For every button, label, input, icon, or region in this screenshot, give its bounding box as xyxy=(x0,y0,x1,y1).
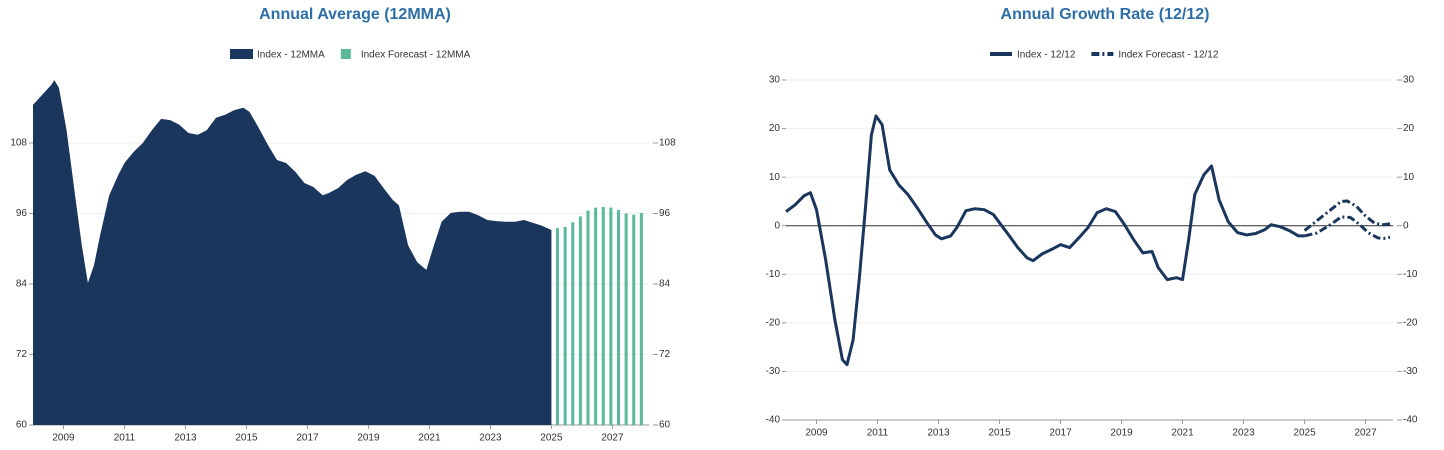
legend-swatch xyxy=(230,49,253,59)
bar xyxy=(632,214,636,425)
y2-tick-label: -10 xyxy=(1403,269,1418,280)
bar xyxy=(586,210,590,425)
y2-tick-label: 30 xyxy=(1403,75,1415,86)
y2-tick-label: 72 xyxy=(659,349,671,360)
legend-label: Index - 12MMA xyxy=(257,50,325,61)
x-tick-label: 2015 xyxy=(235,433,258,444)
y2-tick-label: 60 xyxy=(659,420,671,431)
x-tick-label: 2013 xyxy=(174,433,197,444)
bar xyxy=(617,209,621,425)
x-tick-label: 2027 xyxy=(601,433,624,444)
bar xyxy=(563,227,567,425)
x-tick-label: 2021 xyxy=(1171,428,1194,439)
legend-label: Index Forecast - 12/12 xyxy=(1118,50,1218,61)
y-tick-label: 30 xyxy=(769,75,781,86)
y-tick-label: -10 xyxy=(766,269,781,280)
y-tick-label: 96 xyxy=(16,208,28,219)
y-tick-label: 10 xyxy=(769,172,781,183)
line xyxy=(1303,199,1391,232)
chart-title: Annual Growth Rate (12/12) xyxy=(1001,6,1210,23)
x-tick-label: 2017 xyxy=(1049,428,1072,439)
y2-tick-label: -30 xyxy=(1403,366,1418,377)
y-tick-label: 72 xyxy=(16,349,28,360)
y-tick-label: 20 xyxy=(769,123,781,134)
y-tick-label: -20 xyxy=(766,317,781,328)
line xyxy=(1304,215,1391,240)
x-tick-label: 2027 xyxy=(1354,428,1377,439)
x-tick-label: 2017 xyxy=(296,433,319,444)
y-tick-label: 108 xyxy=(10,138,27,149)
bar xyxy=(556,228,560,425)
x-tick-label: 2025 xyxy=(1293,428,1316,439)
x-tick-label: 2023 xyxy=(1232,428,1255,439)
y2-tick-label: 96 xyxy=(659,208,671,219)
bar xyxy=(624,213,628,425)
legend-label: Index - 12/12 xyxy=(1017,50,1076,61)
x-tick-label: 2025 xyxy=(540,433,563,444)
bar xyxy=(609,207,613,425)
x-tick-label: 2009 xyxy=(805,428,828,439)
y-tick-label: -40 xyxy=(766,415,781,426)
bar xyxy=(601,207,605,425)
bar xyxy=(571,222,575,425)
y2-tick-label: 10 xyxy=(1403,172,1415,183)
y-tick-label: 0 xyxy=(774,220,780,231)
bar xyxy=(594,207,598,425)
y2-tick-label: 108 xyxy=(659,138,676,149)
x-tick-label: 2013 xyxy=(927,428,950,439)
x-tick-label: 2021 xyxy=(418,433,441,444)
x-tick-label: 2009 xyxy=(52,433,75,444)
y2-tick-label: 20 xyxy=(1403,123,1415,134)
y-tick-label: 84 xyxy=(16,279,28,290)
y2-tick-label: 84 xyxy=(659,279,671,290)
y-tick-label: -30 xyxy=(766,366,781,377)
y-tick-label: 60 xyxy=(16,420,28,431)
y2-tick-label: -20 xyxy=(1403,317,1418,328)
x-tick-label: 2011 xyxy=(114,433,136,444)
y2-tick-label: -40 xyxy=(1403,415,1418,426)
area xyxy=(33,80,552,425)
line xyxy=(785,114,1305,367)
chart-title: Annual Average (12MMA) xyxy=(259,6,451,23)
bar xyxy=(639,212,643,425)
legend-label: Index Forecast - 12MMA xyxy=(361,50,471,61)
x-tick-label: 2019 xyxy=(357,433,380,444)
bar xyxy=(578,216,582,425)
y2-tick-label: 0 xyxy=(1403,220,1409,231)
x-tick-label: 2019 xyxy=(1110,428,1133,439)
x-tick-label: 2011 xyxy=(867,428,889,439)
x-tick-label: 2015 xyxy=(988,428,1011,439)
legend-swatch xyxy=(340,49,351,59)
x-tick-label: 2023 xyxy=(479,433,502,444)
